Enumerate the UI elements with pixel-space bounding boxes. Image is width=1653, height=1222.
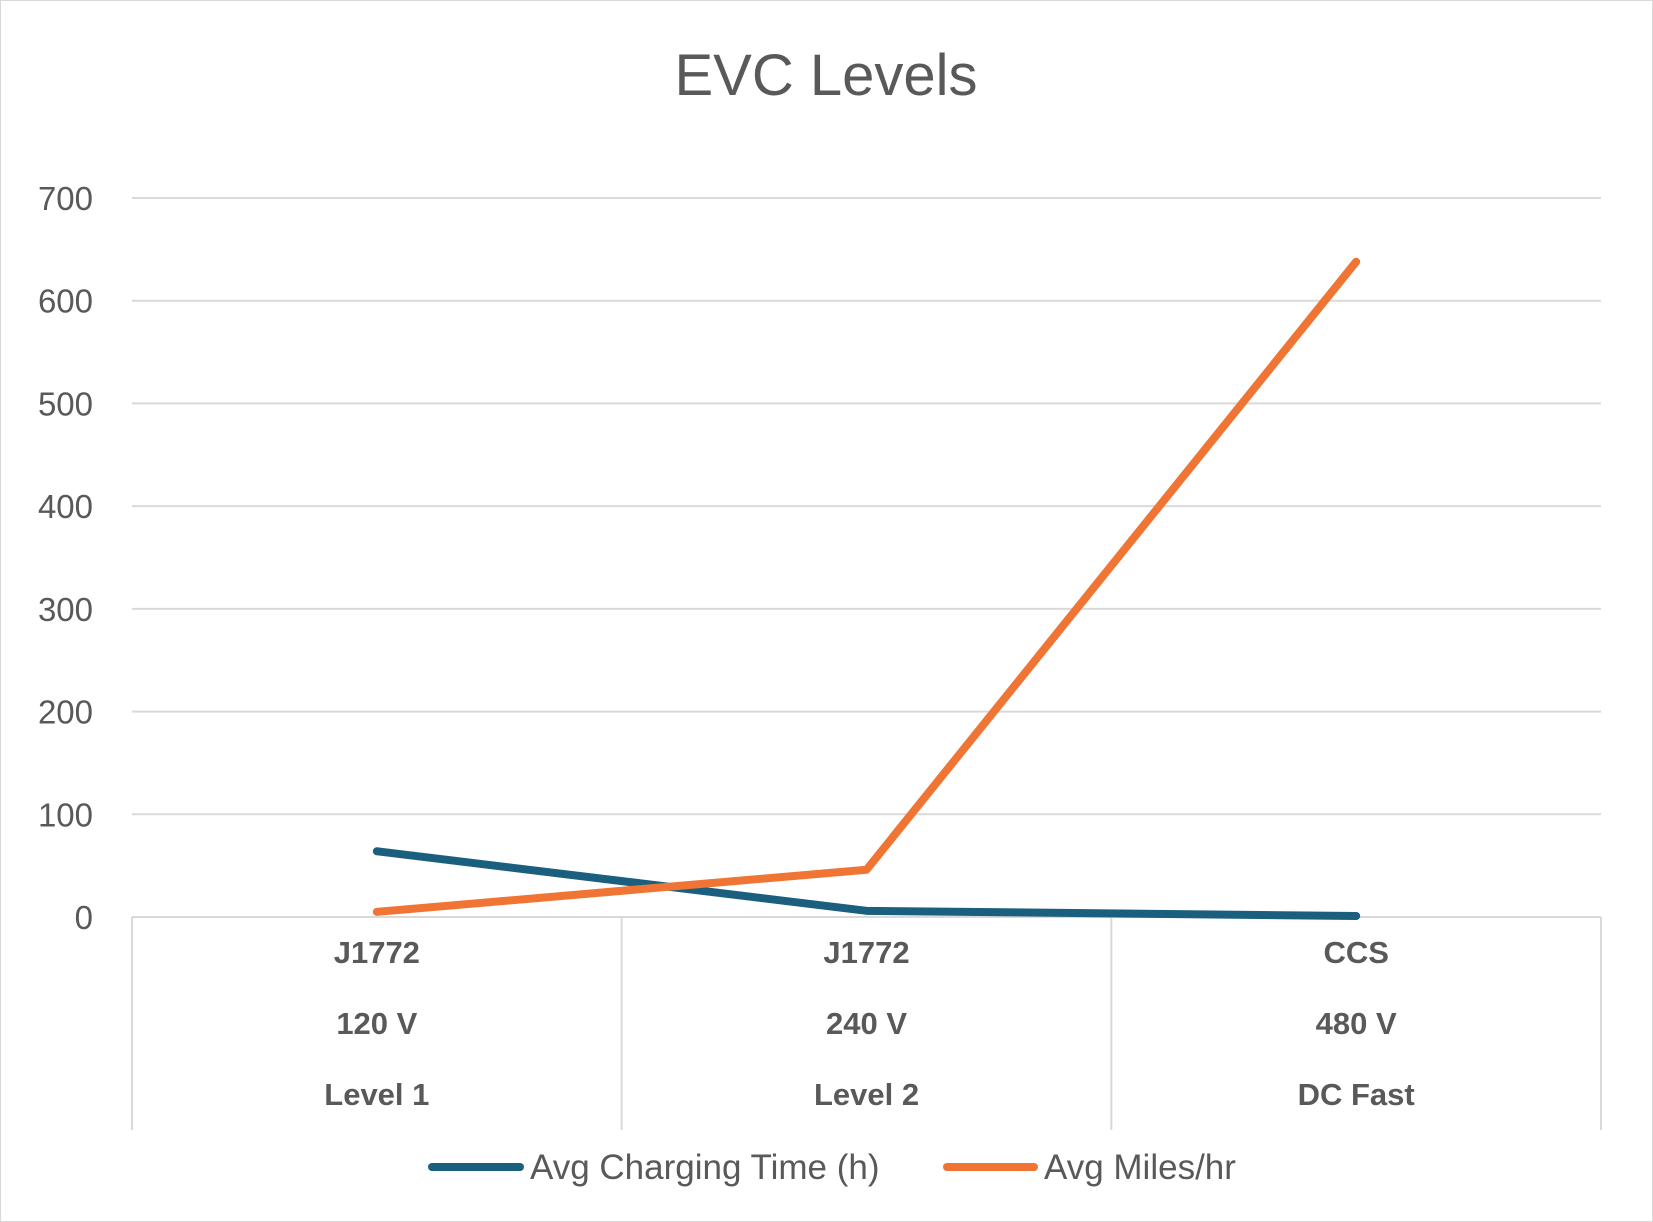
x-tick-label: DC Fast bbox=[1298, 1077, 1415, 1112]
y-tick-label: 600 bbox=[38, 283, 93, 320]
x-tick-label: J1772 bbox=[334, 935, 420, 970]
y-tick-label: 200 bbox=[38, 694, 93, 731]
x-tick-label: Level 1 bbox=[324, 1077, 429, 1112]
x-axis: J1772 120 V Level 1 J1772 240 V Level 2 CCS 480… bbox=[131, 916, 1602, 1130]
y-tick-label: 500 bbox=[38, 385, 93, 422]
y-tick-label: 700 bbox=[38, 180, 93, 217]
y-tick-label: 100 bbox=[38, 796, 93, 833]
x-tick-label: 120 V bbox=[336, 1006, 417, 1041]
y-tick-label: 300 bbox=[38, 591, 93, 628]
y-tick-label: 400 bbox=[38, 488, 93, 525]
y-tick-label: 0 bbox=[75, 899, 93, 936]
x-tick-label: Level 2 bbox=[814, 1077, 919, 1112]
gridlines bbox=[132, 197, 1601, 816]
y-axis-ticks: 0 100 200 300 400 500 600 700 bbox=[38, 180, 93, 936]
legend-label: Avg Miles/hr bbox=[1044, 1148, 1236, 1187]
series-line-1 bbox=[372, 257, 1361, 916]
x-tick-label: 240 V bbox=[826, 1006, 907, 1041]
x-tick-label: 480 V bbox=[1316, 1006, 1397, 1041]
legend: Avg Charging Time (h) Avg Miles/hr bbox=[428, 1148, 1236, 1187]
chart-title: EVC Levels bbox=[674, 43, 977, 108]
x-tick-label: CCS bbox=[1323, 935, 1388, 970]
series-lines bbox=[372, 257, 1361, 920]
series-line-0 bbox=[372, 847, 1361, 920]
x-tick-label: J1772 bbox=[823, 935, 909, 970]
legend-label: Avg Charging Time (h) bbox=[530, 1148, 880, 1187]
